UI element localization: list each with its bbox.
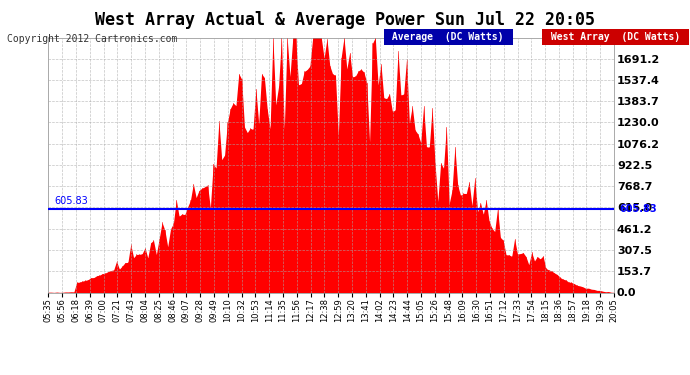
Text: 605.83: 605.83 [620, 204, 658, 214]
Text: West Array  (DC Watts): West Array (DC Watts) [545, 32, 686, 42]
Text: 605.83: 605.83 [54, 196, 88, 206]
Text: Average  (DC Watts): Average (DC Watts) [386, 32, 510, 42]
Text: Copyright 2012 Cartronics.com: Copyright 2012 Cartronics.com [7, 34, 177, 44]
Text: West Array Actual & Average Power Sun Jul 22 20:05: West Array Actual & Average Power Sun Ju… [95, 11, 595, 29]
